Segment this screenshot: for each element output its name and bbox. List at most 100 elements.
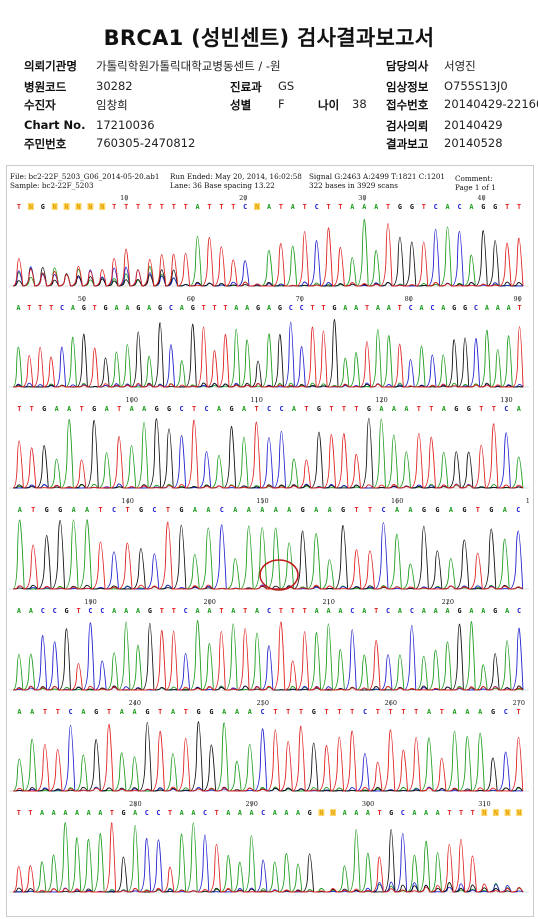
position-label: 270 [513, 699, 525, 707]
base-call: T [479, 405, 483, 413]
base-call: T [273, 708, 277, 716]
trace-line-C [12, 321, 524, 388]
base-call: A [114, 304, 118, 312]
base-call: T [27, 304, 31, 312]
trace-page: Page 1 of 1 [455, 183, 496, 192]
base-call: C [184, 607, 188, 615]
position-label: 70 [296, 295, 304, 303]
base-call: C [169, 304, 173, 312]
position-label: 50 [78, 295, 86, 303]
base-call: A [267, 203, 271, 211]
base-call: A [72, 506, 76, 514]
base-call: A [196, 607, 200, 615]
base-call: G [301, 506, 305, 514]
position-label: 280 [129, 800, 141, 808]
trace-line-A [12, 722, 524, 792]
base-call: A [314, 506, 318, 514]
base-call: A [130, 405, 134, 413]
base-call: T [223, 304, 227, 312]
position-label: 240 [129, 699, 141, 707]
trace-line-C [12, 724, 523, 792]
base-call: G [256, 304, 260, 312]
base-call: T [28, 809, 32, 817]
base-call: A [362, 203, 366, 211]
base-call: G [435, 506, 439, 514]
base-call: A [267, 304, 271, 312]
base-call: C [504, 405, 508, 413]
base-call: T [125, 506, 129, 514]
base-call: C [401, 809, 405, 817]
base-call: A [478, 708, 482, 716]
report-date-label: 결과보고 [386, 137, 429, 151]
base-call: T [76, 607, 80, 615]
position-label: 250 [257, 699, 269, 707]
trace-file: File: bc2-22F_5203_G06_2014-05-20.ab1 [10, 172, 160, 181]
position-label: 170 [526, 497, 529, 505]
req-inst-label: 의뢰기관명 [24, 59, 77, 73]
req-date-value: 20140429 [444, 118, 503, 132]
base-call: T [38, 304, 42, 312]
base-call: C [41, 607, 45, 615]
base-call: G [121, 809, 125, 817]
position-label: 160 [391, 497, 403, 505]
sex-label: 성별 [230, 98, 252, 112]
trace-line-T [12, 419, 524, 489]
base-call: G [308, 809, 312, 817]
patient-label: 수진자 [24, 98, 56, 112]
base-call: T [112, 203, 116, 211]
base-call: A [40, 809, 44, 817]
base-call: A [105, 405, 109, 413]
base-call: A [180, 304, 184, 312]
base-call: N [331, 809, 335, 817]
trace-line-G [12, 721, 524, 792]
base-call: A [248, 708, 252, 716]
base-call: A [112, 607, 116, 615]
base-call: A [222, 708, 226, 716]
ambiguous-base-highlight [27, 203, 34, 210]
variant-circle-marker [259, 559, 299, 591]
base-call: A [366, 809, 370, 817]
base-call: A [291, 203, 295, 211]
base-call: A [120, 708, 124, 716]
base-call: G [45, 506, 49, 514]
ambiguous-base-highlight [87, 203, 94, 210]
trace-line-G [12, 622, 524, 691]
base-call: G [367, 405, 371, 413]
base-call: A [125, 304, 129, 312]
base-call: A [273, 809, 277, 817]
base-call: T [386, 203, 390, 211]
base-call: C [69, 708, 73, 716]
base-call: N [88, 203, 92, 211]
base-call: A [338, 607, 342, 615]
base-call: A [374, 203, 378, 211]
base-call: A [226, 809, 230, 817]
base-call: T [376, 708, 380, 716]
base-call: A [398, 607, 402, 615]
base-call: C [409, 304, 413, 312]
position-label: 290 [246, 800, 258, 808]
base-call: C [381, 506, 385, 514]
base-call: N [100, 203, 104, 211]
base-call: A [193, 506, 197, 514]
base-call: T [355, 506, 359, 514]
base-call: G [312, 708, 316, 716]
receipt-value: 20140429-22160 [444, 97, 538, 111]
trace-line-A [12, 418, 524, 489]
base-call: A [350, 203, 354, 211]
base-call: T [368, 506, 372, 514]
base-call: T [447, 809, 451, 817]
position-label: 80 [405, 295, 413, 303]
base-call: G [104, 304, 108, 312]
base-call: A [326, 607, 330, 615]
base-call: A [343, 304, 347, 312]
position-label: 220 [442, 598, 454, 606]
base-call: A [392, 405, 396, 413]
base-call: T [279, 607, 283, 615]
base-call: A [408, 506, 412, 514]
base-call: N [517, 809, 521, 817]
base-call: A [191, 809, 195, 817]
base-call: A [17, 708, 21, 716]
base-call: C [220, 506, 224, 514]
base-call: T [49, 304, 53, 312]
